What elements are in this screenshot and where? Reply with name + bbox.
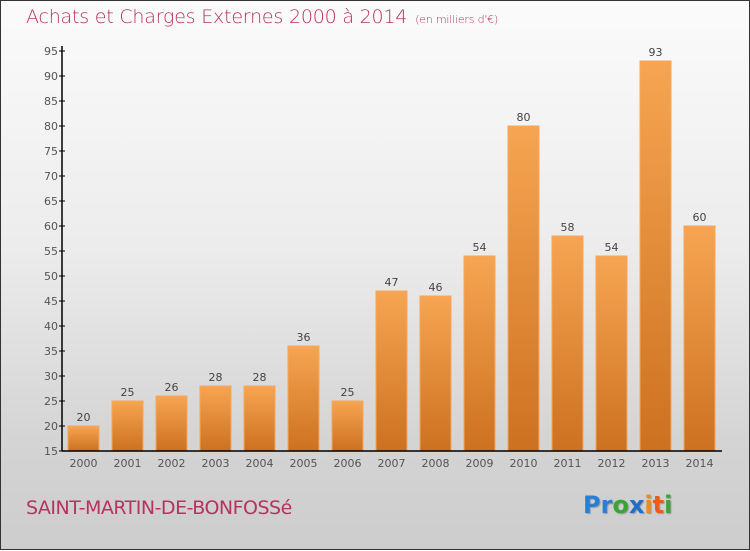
y-tick-label-85: 85 <box>44 95 58 108</box>
title-text: Achats et Charges Externes 2000 à 2014 <box>26 6 408 28</box>
value-label-2007: 47 <box>385 276 399 289</box>
logo-letter: i <box>664 491 673 519</box>
x-tick-label-2003: 2003 <box>202 457 230 470</box>
value-label-2000: 20 <box>77 411 91 424</box>
x-tick-label-2014: 2014 <box>686 457 714 470</box>
value-label-2004: 28 <box>253 371 267 384</box>
x-tick-label-2004: 2004 <box>246 457 274 470</box>
y-tick-label-30: 30 <box>44 370 58 383</box>
value-label-2008: 46 <box>429 281 443 294</box>
logo-letter: o <box>612 491 629 519</box>
bar-2011 <box>551 235 584 452</box>
bar-2010 <box>507 125 540 452</box>
bar-2001 <box>111 400 144 452</box>
y-tick-label-55: 55 <box>44 245 58 258</box>
bar-2004 <box>243 385 276 452</box>
bar-2014 <box>683 225 716 452</box>
bar-2006 <box>331 400 364 452</box>
bar-2007 <box>375 290 408 452</box>
bar-2008 <box>419 295 452 452</box>
x-tick-label-2013: 2013 <box>642 457 670 470</box>
y-tick-label-15: 15 <box>44 445 58 458</box>
value-label-2010: 80 <box>517 111 531 124</box>
y-tick-label-45: 45 <box>44 295 58 308</box>
x-tick-label-2010: 2010 <box>510 457 538 470</box>
y-tick-label-50: 50 <box>44 270 58 283</box>
value-label-2012: 54 <box>605 241 619 254</box>
y-tick-label-20: 20 <box>44 420 58 433</box>
logo-letter: i <box>644 491 653 519</box>
y-tick-label-75: 75 <box>44 145 58 158</box>
value-label-2002: 26 <box>165 381 179 394</box>
x-tick-label-2008: 2008 <box>422 457 450 470</box>
value-label-2011: 58 <box>561 221 575 234</box>
bar-2003 <box>199 385 232 452</box>
bar-2002 <box>155 395 188 452</box>
bar-2013 <box>639 60 672 452</box>
x-tick-label-2000: 2000 <box>70 457 98 470</box>
value-label-2006: 25 <box>341 386 355 399</box>
y-tick-label-60: 60 <box>44 220 58 233</box>
bar-2005 <box>287 345 320 452</box>
y-tick-label-35: 35 <box>44 345 58 358</box>
y-tick-label-80: 80 <box>44 120 58 133</box>
value-label-2005: 36 <box>297 331 311 344</box>
value-label-2001: 25 <box>121 386 135 399</box>
chart-subtitle: (en milliers d'€) <box>415 13 499 26</box>
y-tick-label-25: 25 <box>44 395 58 408</box>
logo-letter: x <box>628 491 645 519</box>
y-tick-label-70: 70 <box>44 170 58 183</box>
logo-letter: t <box>652 491 665 519</box>
value-label-2003: 28 <box>209 371 223 384</box>
logo-letter: r <box>600 491 613 519</box>
city-name: SAINT-MARTIN-DE-BONFOSSé <box>26 497 292 519</box>
y-tick-label-90: 90 <box>44 70 58 83</box>
x-tick-label-2012: 2012 <box>598 457 626 470</box>
logo-letter: P <box>583 491 601 519</box>
x-tick-label-2006: 2006 <box>334 457 362 470</box>
value-label-2009: 54 <box>473 241 487 254</box>
x-tick-label-2001: 2001 <box>114 457 142 470</box>
bar-2000 <box>67 425 100 452</box>
value-label-2013: 93 <box>649 46 663 59</box>
bar-2012 <box>595 255 628 452</box>
x-tick-label-2011: 2011 <box>554 457 582 470</box>
y-tick-label-95: 95 <box>44 45 58 58</box>
x-tick-label-2009: 2009 <box>466 457 494 470</box>
x-tick-label-2007: 2007 <box>378 457 406 470</box>
y-tick-label-65: 65 <box>44 195 58 208</box>
value-label-2014: 60 <box>693 211 707 224</box>
chart-title: Achats et Charges Externes 2000 à 2014 (e… <box>26 6 498 28</box>
x-tick-label-2002: 2002 <box>158 457 186 470</box>
bar-2009 <box>463 255 496 452</box>
x-tick-label-2005: 2005 <box>290 457 318 470</box>
y-tick-label-40: 40 <box>44 320 58 333</box>
proxiti-logo[interactable]: Proxiti <box>583 491 672 519</box>
